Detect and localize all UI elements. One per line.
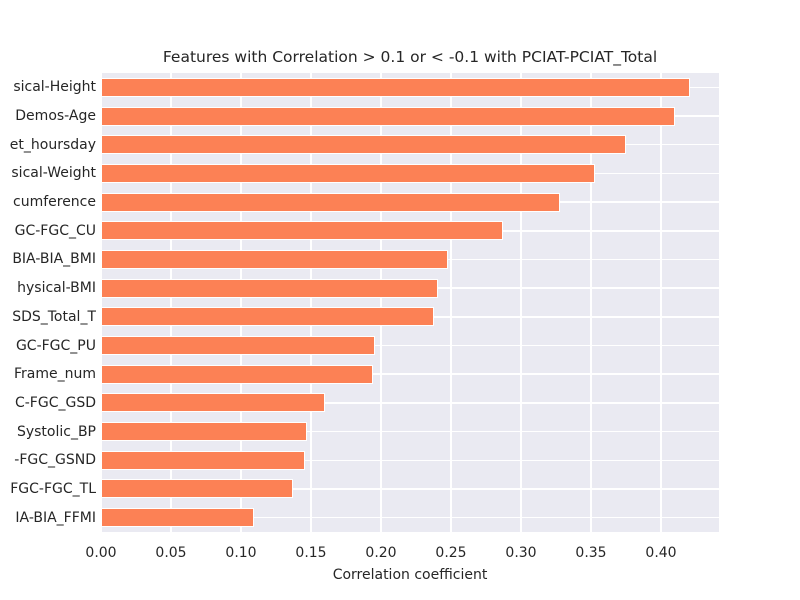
y-tick-label: et_hoursday [9,136,96,153]
v-gridline [240,73,242,532]
h-gridline [101,430,719,433]
x-tick-label: 0.25 [435,545,467,561]
x-tick-label: 0.40 [645,545,677,561]
v-gridline [380,73,382,532]
h-gridline [101,488,719,490]
bar [101,336,376,356]
y-tick-label: -FGC_GSND [14,452,96,469]
bar [101,106,675,126]
bar [101,393,325,413]
bar [101,192,561,212]
y-tick-label: GC-FGC_CU [14,222,96,239]
h-gridline [101,373,719,375]
x-tick-label: 0.20 [365,545,397,561]
h-gridline [101,402,719,404]
bar [101,163,596,183]
x-tick-label: 0.35 [575,545,607,561]
x-tick-label: 0.30 [505,545,537,561]
y-tick-label: cumference [13,194,96,211]
bar [101,364,373,384]
y-tick-label: SDS_Total_T [12,308,96,325]
h-gridline [101,459,719,462]
y-tick-label: hysical-BMI [17,280,96,297]
v-gridline [450,73,452,532]
v-gridline [310,73,312,532]
x-axis-title: Correlation coefficient [332,567,488,583]
y-tick-label: BIA-BIA_BMI [12,251,96,268]
y-tick-label: FGC-FGC_TL [10,480,96,497]
y-tick-label: C-FGC_GSD [14,394,96,411]
v-gridline [660,73,662,532]
x-tick-label: 0.00 [85,545,117,561]
bar [101,508,254,528]
h-gridline [101,344,719,347]
v-gridline [590,73,592,532]
h-gridline [101,516,719,519]
x-tick-label: 0.05 [155,545,187,561]
y-tick-label: GC-FGC_PU [15,337,96,354]
bar [101,422,307,442]
y-tick-label: Systolic_BP [16,423,96,440]
plot-area [101,73,719,532]
v-gridline [101,73,102,532]
y-tick-label: Frame_num [13,366,96,383]
y-tick-label: sical-Height [13,79,96,96]
bar [101,479,293,499]
bar [101,77,691,97]
y-tick-label: IA-BIA_FFMI [15,509,96,526]
bar [101,221,503,241]
bar [101,278,439,298]
x-tick-label: 0.15 [295,545,327,561]
v-gridline [520,73,522,532]
bar [101,307,435,327]
y-tick-label: sical-Weight [11,165,96,182]
bar [101,135,626,155]
x-tick-label: 0.10 [225,545,257,561]
v-gridline [170,73,172,532]
y-tick-label: Demos-Age [15,108,96,125]
chart-title: Features with Correlation > 0.1 or < -0.… [162,48,658,66]
bar [101,450,306,470]
bar [101,249,449,269]
